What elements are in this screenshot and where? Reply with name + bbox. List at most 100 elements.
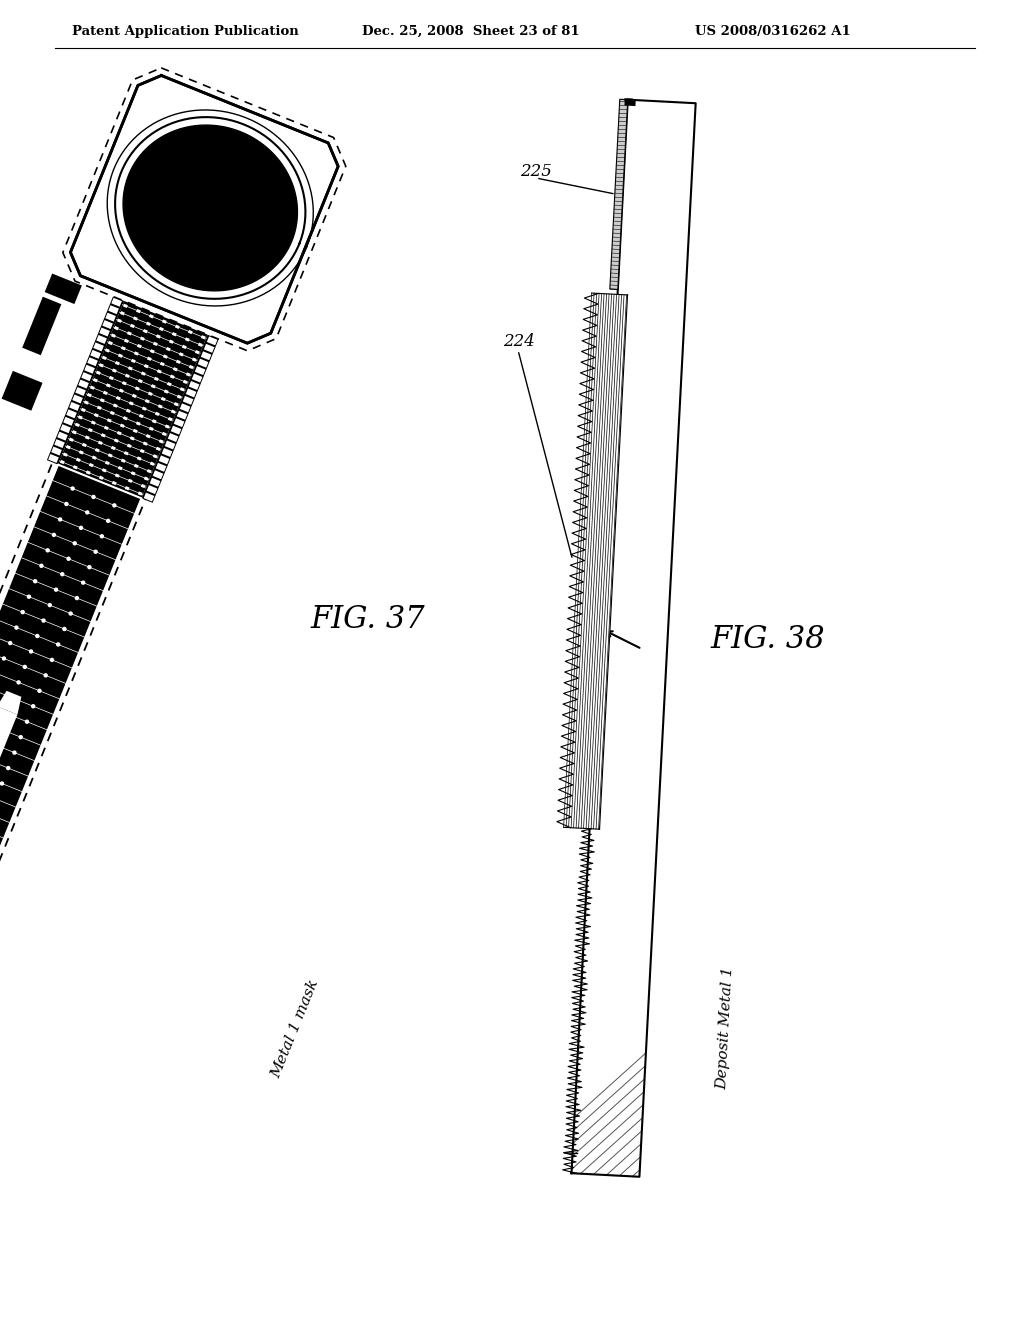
Polygon shape (99, 475, 103, 480)
Polygon shape (118, 466, 123, 470)
Polygon shape (137, 457, 141, 461)
Polygon shape (62, 453, 68, 457)
Polygon shape (144, 399, 150, 404)
Polygon shape (86, 470, 91, 475)
Polygon shape (625, 99, 636, 106)
Polygon shape (180, 404, 190, 412)
Polygon shape (195, 366, 206, 375)
Ellipse shape (88, 566, 91, 569)
Polygon shape (118, 354, 123, 358)
Ellipse shape (30, 649, 33, 653)
Polygon shape (108, 341, 113, 345)
Polygon shape (133, 429, 137, 433)
Polygon shape (563, 293, 628, 829)
Polygon shape (103, 426, 109, 430)
Polygon shape (168, 417, 173, 421)
Ellipse shape (62, 627, 66, 631)
Polygon shape (159, 455, 169, 465)
Ellipse shape (0, 727, 1, 730)
Polygon shape (126, 409, 131, 413)
Polygon shape (160, 362, 165, 366)
Polygon shape (185, 388, 197, 397)
Polygon shape (73, 395, 83, 404)
Ellipse shape (26, 721, 29, 723)
Polygon shape (180, 387, 184, 392)
Polygon shape (79, 450, 84, 454)
Polygon shape (157, 370, 162, 374)
Polygon shape (94, 413, 98, 417)
Polygon shape (142, 441, 147, 446)
Polygon shape (87, 358, 98, 366)
Polygon shape (116, 396, 121, 400)
Polygon shape (102, 321, 113, 329)
Polygon shape (150, 478, 161, 487)
Polygon shape (182, 396, 194, 405)
Polygon shape (132, 393, 137, 399)
Polygon shape (172, 333, 177, 337)
Ellipse shape (54, 589, 57, 591)
Polygon shape (156, 446, 161, 451)
Polygon shape (125, 374, 130, 378)
Polygon shape (188, 364, 194, 370)
Polygon shape (130, 323, 135, 329)
Polygon shape (177, 395, 181, 399)
Polygon shape (70, 401, 80, 411)
Polygon shape (182, 345, 186, 348)
Polygon shape (2, 371, 43, 411)
Polygon shape (119, 388, 124, 393)
Polygon shape (162, 447, 172, 457)
Polygon shape (207, 337, 217, 346)
Polygon shape (128, 366, 133, 371)
Polygon shape (128, 479, 133, 483)
Polygon shape (186, 372, 190, 376)
Ellipse shape (58, 517, 61, 521)
Polygon shape (57, 432, 68, 441)
Polygon shape (0, 494, 141, 1101)
Polygon shape (158, 404, 163, 409)
Polygon shape (84, 364, 95, 374)
Polygon shape (97, 405, 101, 411)
Polygon shape (75, 422, 80, 426)
Ellipse shape (76, 597, 79, 599)
Polygon shape (162, 432, 167, 436)
Polygon shape (151, 384, 156, 388)
Polygon shape (81, 372, 92, 381)
Polygon shape (150, 462, 155, 466)
Ellipse shape (65, 503, 68, 506)
Polygon shape (198, 359, 209, 368)
Polygon shape (76, 458, 81, 462)
Polygon shape (73, 465, 78, 470)
Polygon shape (146, 486, 158, 494)
Polygon shape (123, 304, 128, 308)
Polygon shape (164, 389, 169, 393)
Polygon shape (48, 454, 58, 463)
Polygon shape (113, 404, 118, 408)
Polygon shape (0, 465, 70, 1072)
Polygon shape (145, 434, 151, 438)
Ellipse shape (40, 564, 43, 568)
Polygon shape (108, 453, 113, 458)
Polygon shape (195, 350, 200, 354)
Ellipse shape (106, 519, 110, 523)
Polygon shape (141, 335, 219, 503)
Polygon shape (93, 378, 97, 383)
Polygon shape (23, 297, 61, 355)
Polygon shape (143, 329, 147, 334)
Polygon shape (140, 484, 145, 488)
Polygon shape (191, 374, 203, 383)
Ellipse shape (34, 579, 37, 582)
Polygon shape (78, 380, 89, 388)
Ellipse shape (92, 495, 95, 499)
Polygon shape (89, 463, 93, 467)
Polygon shape (102, 356, 106, 360)
Polygon shape (60, 424, 71, 433)
Polygon shape (120, 424, 125, 428)
Polygon shape (109, 305, 119, 314)
Ellipse shape (113, 504, 116, 507)
Polygon shape (0, 465, 141, 1101)
Ellipse shape (71, 487, 74, 490)
Polygon shape (139, 414, 143, 418)
Polygon shape (129, 401, 134, 405)
Polygon shape (140, 337, 144, 341)
Polygon shape (84, 400, 89, 405)
